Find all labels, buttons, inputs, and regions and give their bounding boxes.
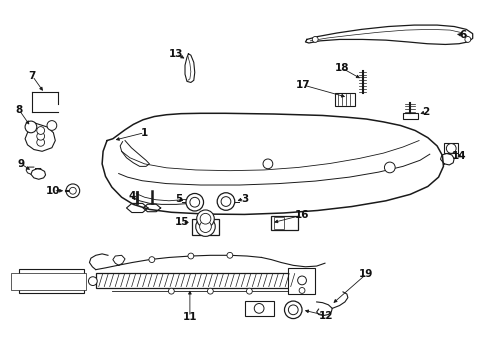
Bar: [271, 216, 298, 230]
Text: 16: 16: [294, 210, 308, 220]
Circle shape: [297, 276, 306, 285]
Circle shape: [66, 184, 80, 198]
Circle shape: [217, 193, 234, 210]
Circle shape: [195, 217, 215, 237]
Bar: [334, 93, 354, 107]
Text: 15: 15: [175, 217, 189, 227]
Text: 17: 17: [295, 80, 310, 90]
Bar: [11, 273, 86, 291]
Circle shape: [189, 197, 199, 207]
Text: 5: 5: [175, 194, 182, 204]
Bar: [444, 143, 457, 153]
Bar: [288, 267, 315, 294]
Bar: [19, 269, 83, 293]
Text: 6: 6: [458, 30, 466, 40]
Circle shape: [69, 187, 76, 194]
Text: 2: 2: [422, 107, 428, 117]
Bar: [273, 217, 284, 229]
Circle shape: [263, 159, 272, 169]
Bar: [402, 113, 417, 119]
Circle shape: [149, 257, 155, 262]
Circle shape: [299, 288, 305, 293]
Circle shape: [312, 36, 318, 42]
Circle shape: [47, 121, 57, 130]
Bar: [96, 273, 293, 288]
Text: 19: 19: [359, 269, 373, 279]
Circle shape: [284, 301, 302, 319]
Bar: [191, 220, 218, 234]
Circle shape: [464, 36, 470, 42]
Text: 14: 14: [451, 150, 466, 161]
Text: 10: 10: [46, 186, 61, 196]
Circle shape: [207, 288, 213, 294]
Circle shape: [221, 197, 230, 206]
Bar: [245, 301, 273, 316]
Text: 13: 13: [169, 49, 183, 59]
Circle shape: [187, 253, 193, 259]
Circle shape: [25, 121, 37, 133]
Circle shape: [226, 252, 232, 258]
Text: 9: 9: [18, 159, 25, 169]
Circle shape: [196, 210, 214, 228]
Circle shape: [254, 303, 264, 313]
Circle shape: [185, 193, 203, 211]
Circle shape: [88, 277, 97, 285]
Text: 4: 4: [128, 191, 136, 201]
Text: 7: 7: [29, 71, 36, 81]
Circle shape: [168, 288, 174, 294]
Text: 3: 3: [241, 194, 247, 204]
Text: 18: 18: [334, 63, 348, 73]
Circle shape: [384, 162, 394, 173]
Circle shape: [37, 139, 44, 146]
Circle shape: [37, 132, 44, 140]
Text: 12: 12: [319, 311, 333, 320]
Circle shape: [446, 144, 455, 153]
Text: 11: 11: [182, 312, 197, 322]
Circle shape: [200, 213, 210, 224]
Circle shape: [246, 288, 252, 294]
Text: 1: 1: [141, 128, 148, 138]
Circle shape: [288, 305, 298, 315]
Text: 8: 8: [16, 105, 23, 115]
Circle shape: [199, 221, 211, 233]
Circle shape: [37, 127, 44, 134]
